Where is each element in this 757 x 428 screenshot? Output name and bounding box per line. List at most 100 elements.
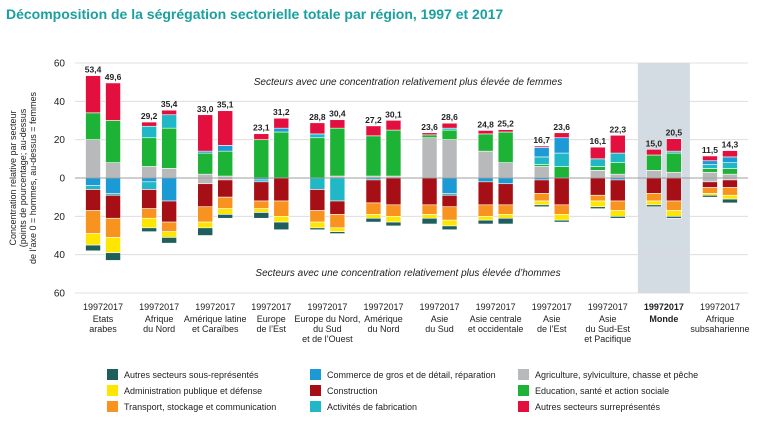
region-label: Amérique bbox=[364, 314, 403, 324]
bar-segment-edu bbox=[441, 129, 458, 140]
year-label: 2017 bbox=[608, 302, 628, 312]
bar-segment-autres_sur bbox=[646, 148, 662, 156]
legend-label-autres_sous: Autres secteurs sous-représentés bbox=[124, 370, 259, 380]
data-label: 14,3 bbox=[722, 140, 739, 150]
data-label: 35,1 bbox=[217, 100, 234, 110]
region-label: et Pacifique bbox=[584, 334, 631, 344]
bar-segment-fab bbox=[609, 152, 626, 163]
chart-title: Décomposition de la ségrégation sectorie… bbox=[6, 6, 504, 22]
bar-segment-admin bbox=[141, 217, 157, 229]
region-label: de l’Est bbox=[537, 324, 567, 334]
data-label: 49,6 bbox=[105, 72, 122, 82]
data-label: 33,0 bbox=[197, 104, 214, 114]
bar-segment-edu bbox=[722, 168, 738, 175]
bar-segment-edu bbox=[253, 139, 270, 179]
data-label: 28,6 bbox=[441, 112, 458, 122]
bar-segment-fab bbox=[553, 152, 570, 167]
bar-segment-autres_sur bbox=[365, 125, 382, 137]
bar-segment-autres_sous bbox=[722, 198, 738, 204]
legend-label-admin: Administration publique et défense bbox=[124, 386, 262, 396]
data-label: 27,2 bbox=[365, 115, 382, 125]
bar-segment-admin bbox=[666, 210, 682, 217]
bar-segment-construction bbox=[105, 194, 121, 219]
year-label: 2017 bbox=[327, 302, 347, 312]
bar-segment-transport bbox=[702, 187, 718, 194]
bar-segment-autres_sur bbox=[329, 119, 346, 129]
bar-segment-autres_sur bbox=[197, 114, 214, 152]
bar-segment-construction bbox=[217, 179, 234, 198]
bar-segment-admin bbox=[609, 210, 626, 217]
y-tick-label: 40 bbox=[54, 250, 66, 261]
data-label: 20,5 bbox=[666, 128, 683, 138]
year-label: 1997 bbox=[700, 302, 720, 312]
region-label: Afrique bbox=[145, 314, 174, 324]
bar-segment-admin bbox=[589, 200, 606, 208]
annotation-top: Secteurs avec une concentration relative… bbox=[254, 77, 563, 88]
bar-segment-admin bbox=[217, 208, 234, 215]
bar-segment-transport bbox=[329, 214, 346, 229]
bar-segment-admin bbox=[365, 214, 382, 219]
region-label: Amérique latine bbox=[184, 314, 247, 324]
bar-segment-edu bbox=[273, 131, 290, 179]
bar-segment-fab bbox=[141, 181, 157, 190]
bar-segment-autres_sous bbox=[309, 227, 326, 231]
bar-segment-agri bbox=[533, 166, 550, 179]
data-label: 23,6 bbox=[421, 122, 438, 132]
bar-segment-autres_sur bbox=[141, 121, 157, 127]
bar-segment-agri bbox=[646, 170, 662, 179]
bar-segment-transport bbox=[589, 194, 606, 202]
bar-segment-transport bbox=[161, 221, 177, 232]
year-label: 1997 bbox=[83, 302, 103, 312]
bar-segment-construction bbox=[477, 181, 494, 206]
bar-segment-autres_sous bbox=[253, 212, 270, 219]
year-label: 1997 bbox=[588, 302, 608, 312]
bar-segment-construction bbox=[722, 179, 738, 188]
bar-segment-agri bbox=[161, 168, 177, 179]
legend-label-edu: Education, santé et action sociale bbox=[535, 386, 669, 396]
data-label: 31,2 bbox=[273, 107, 290, 117]
bar-segment-edu bbox=[702, 168, 718, 173]
y-tick-label: 20 bbox=[54, 135, 66, 146]
bar-segment-transport bbox=[385, 204, 402, 217]
year-label: 2017 bbox=[440, 302, 460, 312]
region-label: Asie bbox=[543, 314, 561, 324]
bar-segment-edu bbox=[217, 150, 234, 177]
bar-segment-autres_sous bbox=[141, 227, 157, 232]
bar-segment-agri bbox=[421, 137, 438, 179]
bar-segment-edu bbox=[365, 135, 382, 177]
bar-segment-fab bbox=[85, 185, 101, 190]
bar-segment-commerce bbox=[273, 127, 290, 133]
year-label: 1997 bbox=[476, 302, 496, 312]
legend-swatch-commerce bbox=[310, 369, 321, 380]
bar-segment-edu bbox=[477, 133, 494, 152]
region-label: Asie bbox=[599, 314, 617, 324]
year-label: 1997 bbox=[307, 302, 327, 312]
bar-segment-autres_sur bbox=[553, 132, 570, 139]
year-label: 1997 bbox=[644, 302, 664, 312]
bar-segment-agri bbox=[589, 170, 606, 179]
legend-swatch-fab bbox=[310, 401, 321, 412]
bar-segment-autres_sous bbox=[85, 244, 101, 252]
bar-segment-commerce bbox=[533, 147, 550, 158]
bar-segment-autres_sous bbox=[161, 237, 177, 244]
bar-segment-agri bbox=[702, 171, 718, 179]
bar-segment-commerce bbox=[497, 177, 514, 185]
bar-segment-construction bbox=[497, 183, 514, 206]
year-label: 1997 bbox=[420, 302, 440, 312]
bar-segment-commerce bbox=[85, 177, 101, 186]
annotation-bottom: Secteurs avec une concentration relative… bbox=[255, 268, 560, 279]
bar-segment-admin bbox=[722, 194, 738, 200]
bar-segment-autres_sous bbox=[421, 217, 438, 225]
bar-segment-edu bbox=[141, 137, 157, 167]
bar-segment-construction bbox=[646, 177, 662, 194]
bar-segment-commerce bbox=[441, 177, 458, 194]
bar-segment-autres_sur bbox=[497, 129, 514, 133]
bar-segment-construction bbox=[609, 179, 626, 202]
bar-segment-transport bbox=[553, 204, 570, 215]
y-tick-label: 40 bbox=[54, 97, 66, 108]
data-label: 23,1 bbox=[253, 123, 270, 133]
bar-segment-edu bbox=[197, 152, 214, 175]
bar-segment-transport bbox=[646, 193, 662, 202]
bar-segment-transport bbox=[441, 206, 458, 221]
bar-segment-transport bbox=[497, 204, 514, 215]
